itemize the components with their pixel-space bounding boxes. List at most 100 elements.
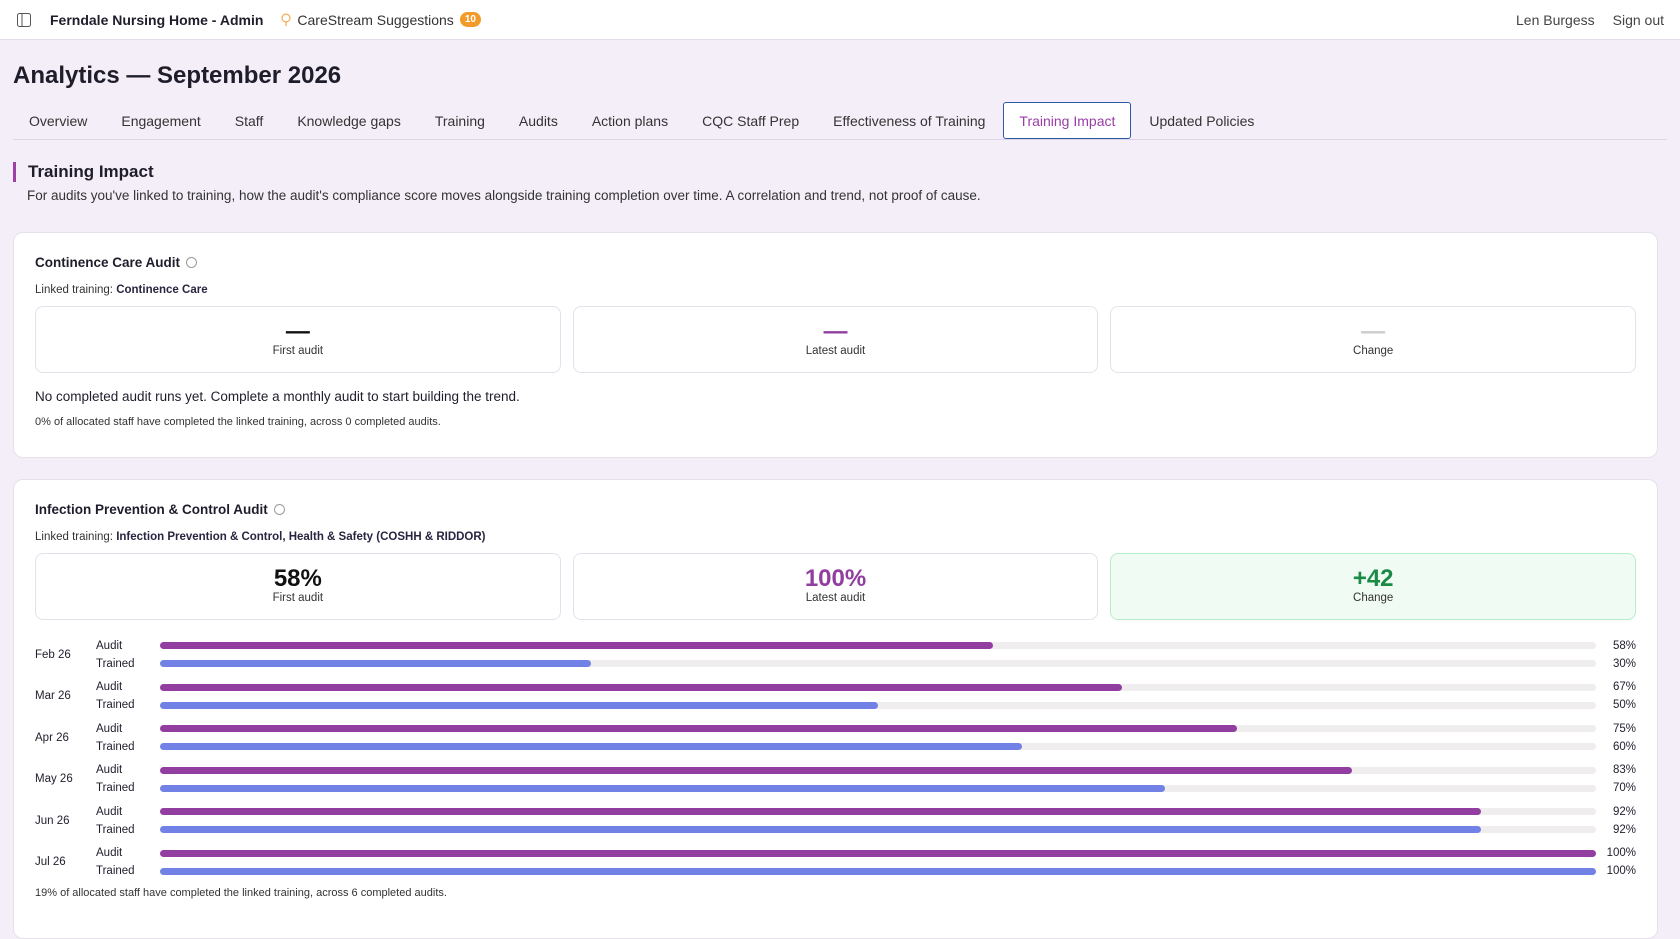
empty-message: No completed audit runs yet. Complete a … bbox=[35, 389, 520, 404]
bar bbox=[160, 808, 1482, 816]
stat-value: — bbox=[823, 318, 848, 345]
bar-track bbox=[160, 642, 1596, 650]
sign-out[interactable]: Sign out bbox=[1612, 11, 1664, 28]
stat-value: 58% bbox=[273, 565, 322, 592]
linked-training: Linked training: Continence Care bbox=[35, 284, 1636, 296]
bar-track bbox=[160, 725, 1596, 733]
page-title: Analytics — September 2026 bbox=[13, 62, 342, 89]
bar-track bbox=[160, 808, 1596, 816]
trend-row: Trained 60% bbox=[96, 738, 1636, 756]
tab[interactable]: Effectiveness of Training bbox=[833, 113, 986, 129]
month-rows: Audit 67% Trained 50% bbox=[96, 678, 1636, 714]
suggestions-label: CareStream Suggestions bbox=[297, 11, 454, 28]
user-name: Len Burgess bbox=[1516, 11, 1595, 28]
series-label: Trained bbox=[96, 699, 135, 712]
series-label: Trained bbox=[96, 782, 135, 795]
trend-row: Audit 100% bbox=[96, 844, 1636, 862]
stat-label: First audit bbox=[272, 592, 324, 604]
tab[interactable]: Staff bbox=[234, 113, 264, 129]
tab[interactable]: CQC Staff Prep bbox=[702, 113, 800, 129]
month-label: Jun 26 bbox=[35, 814, 70, 827]
series-label: Audit bbox=[96, 805, 123, 818]
month-rows: Audit 100% Trained 100% bbox=[96, 844, 1636, 880]
card-title-text: Continence Care Audit bbox=[35, 255, 181, 270]
series-label: Trained bbox=[96, 823, 135, 836]
trend-row: Trained 30% bbox=[96, 655, 1636, 673]
value-label: 100% bbox=[1606, 865, 1636, 878]
tab[interactable]: Action plans bbox=[591, 113, 669, 129]
trend-row: Trained 100% bbox=[96, 862, 1636, 880]
bar-track bbox=[160, 849, 1596, 857]
info-icon[interactable] bbox=[273, 504, 285, 515]
card-title-text: Infection Prevention & Control Audit bbox=[35, 502, 268, 517]
bar bbox=[160, 743, 1022, 751]
bar-track bbox=[160, 701, 1596, 709]
trend-row: Audit 83% bbox=[96, 761, 1636, 779]
month-label: Mar 26 bbox=[35, 690, 71, 703]
bar bbox=[160, 725, 1237, 733]
bar bbox=[160, 784, 1166, 792]
month-group: Jul 26 Audit 100% Trained 100% bbox=[35, 842, 1636, 884]
linked-name: Infection Prevention & Control, Health &… bbox=[116, 531, 486, 543]
sidebar-toggle[interactable] bbox=[16, 12, 32, 28]
bar-track bbox=[160, 784, 1596, 792]
card-footer: 0% of allocated staff have completed the… bbox=[35, 416, 441, 428]
tab[interactable]: Training Impact bbox=[1003, 102, 1132, 139]
month-label: May 26 bbox=[35, 773, 73, 786]
stat-value: — bbox=[285, 318, 310, 345]
linked-label: Linked training: bbox=[35, 531, 113, 543]
stats: 58% First audit 100% Latest audit +42 Change bbox=[35, 553, 1637, 620]
month-group: May 26 Audit 83% Trained 70% bbox=[35, 759, 1636, 801]
card-footer: 19% of allocated staff have completed th… bbox=[35, 887, 447, 899]
stat-value: 100% bbox=[804, 565, 867, 592]
trend: Feb 26 Audit 58% Trained 30% Mar 26 Audit 67% Tr… bbox=[35, 634, 1636, 883]
tab[interactable]: Engagement bbox=[121, 113, 201, 129]
bar bbox=[160, 766, 1352, 774]
value-label: 83% bbox=[1612, 764, 1636, 777]
month-label: Jul 26 bbox=[35, 856, 66, 869]
bar-track bbox=[160, 867, 1596, 875]
tab[interactable]: Audits bbox=[518, 113, 558, 129]
stat-label: Change bbox=[1353, 592, 1394, 604]
top-bar: Ferndale Nursing Home - Admin CareStream… bbox=[0, 0, 1680, 40]
series-label: Audit bbox=[96, 764, 123, 777]
series-label: Trained bbox=[96, 865, 135, 878]
month-label: Feb 26 bbox=[35, 648, 71, 661]
trend-row: Audit 67% bbox=[96, 678, 1636, 696]
bar bbox=[160, 701, 878, 709]
month-group: Jun 26 Audit 92% Trained 92% bbox=[35, 800, 1636, 842]
bar bbox=[160, 867, 1596, 875]
trend-row: Audit 58% bbox=[96, 637, 1636, 655]
tab[interactable]: Knowledge gaps bbox=[297, 113, 401, 129]
bar-track bbox=[160, 826, 1596, 834]
suggestions-count: 10 bbox=[459, 12, 481, 27]
info-icon[interactable] bbox=[186, 257, 198, 268]
stat-label: First audit bbox=[272, 345, 324, 357]
trend-row: Audit 75% bbox=[96, 720, 1636, 738]
bar bbox=[160, 849, 1596, 857]
bar-track bbox=[160, 743, 1596, 751]
tab[interactable]: Updated Policies bbox=[1149, 113, 1255, 129]
section-header: Training Impact bbox=[13, 162, 154, 182]
series-label: Trained bbox=[96, 740, 135, 753]
stat-box: — Change bbox=[1110, 306, 1637, 373]
stat-box: 58% First audit bbox=[35, 553, 561, 620]
stats: — First audit — Latest audit — Change bbox=[35, 306, 1637, 373]
tab[interactable]: Overview bbox=[29, 113, 88, 129]
linked-name: Continence Care bbox=[116, 284, 208, 296]
tabs: Overview Engagement Staff Knowledge gaps Tra… bbox=[13, 102, 1667, 140]
trend-row: Audit 92% bbox=[96, 803, 1636, 821]
series-label: Trained bbox=[96, 657, 135, 670]
series-label: Audit bbox=[96, 847, 123, 860]
value-label: 92% bbox=[1612, 805, 1636, 818]
suggestions[interactable]: CareStream Suggestions 10 bbox=[281, 12, 481, 28]
card-title: Continence Care Audit bbox=[35, 255, 1636, 270]
series-label: Audit bbox=[96, 681, 123, 694]
linked-label: Linked training: bbox=[35, 284, 113, 296]
value-label: 92% bbox=[1612, 823, 1636, 836]
tab[interactable]: Training bbox=[434, 113, 485, 129]
card-title: Infection Prevention & Control Audit bbox=[35, 502, 1636, 517]
value-label: 50% bbox=[1612, 699, 1636, 712]
value-label: 70% bbox=[1612, 782, 1636, 795]
